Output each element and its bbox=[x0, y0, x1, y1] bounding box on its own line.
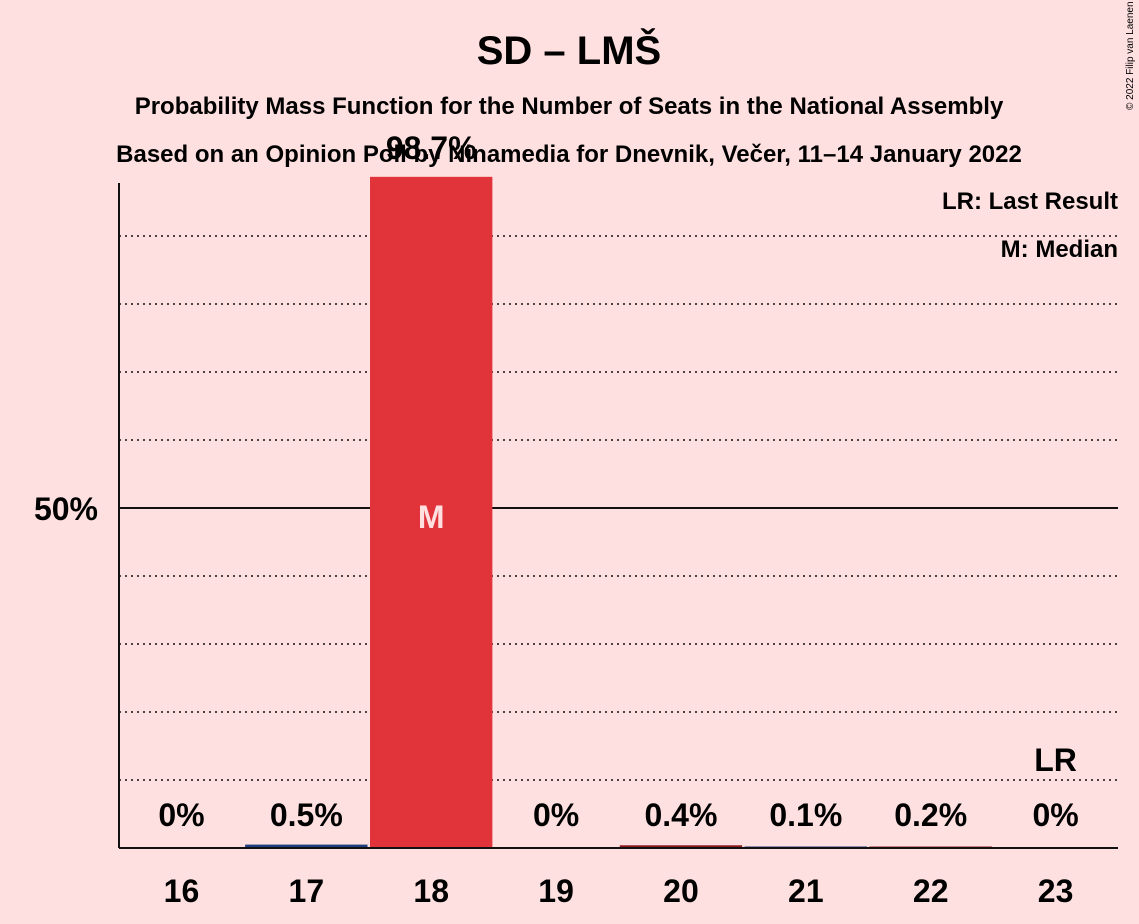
value-label-20: 0.4% bbox=[644, 797, 717, 833]
chart-subtitle: Probability Mass Function for the Number… bbox=[135, 93, 1004, 120]
copyright-note: © 2022 Filip van Laenen bbox=[1125, 1, 1136, 110]
last-result-marker: LR bbox=[1034, 742, 1077, 778]
median-marker: M bbox=[418, 499, 445, 535]
value-label-19: 0% bbox=[533, 797, 579, 833]
x-tick-21: 21 bbox=[788, 873, 824, 909]
bar-20 bbox=[619, 845, 743, 848]
value-label-23: 0% bbox=[1032, 797, 1078, 833]
x-tick-labels: 16 17 18 19 20 21 22 23 bbox=[164, 873, 1074, 909]
value-label-22: 0.2% bbox=[894, 797, 967, 833]
value-label-17: 0.5% bbox=[270, 797, 343, 833]
x-tick-20: 20 bbox=[663, 873, 699, 909]
legend-last-result: LR: Last Result bbox=[942, 188, 1118, 215]
chart-title: SD – LMŠ bbox=[477, 27, 661, 73]
bar-17 bbox=[245, 844, 368, 848]
value-label-16: 0% bbox=[158, 797, 204, 833]
legend-median: M: Median bbox=[1001, 236, 1118, 263]
x-tick-17: 17 bbox=[289, 873, 325, 909]
x-tick-18: 18 bbox=[413, 873, 449, 909]
y-tick-label: 50% bbox=[34, 491, 98, 527]
value-label-18: 98.7% bbox=[386, 130, 477, 166]
bars bbox=[245, 176, 992, 849]
x-tick-23: 23 bbox=[1038, 873, 1074, 909]
x-tick-22: 22 bbox=[913, 873, 949, 909]
x-tick-19: 19 bbox=[538, 873, 574, 909]
value-label-21: 0.1% bbox=[769, 797, 842, 833]
gridlines bbox=[119, 235, 1118, 781]
chart-source: Based on an Opinion Poll by Ninamedia fo… bbox=[116, 141, 1022, 168]
bar-18 bbox=[369, 176, 493, 849]
value-labels: 0% 0.5% 98.7% M 0% 0.4% 0.1% 0.2% 0% LR bbox=[158, 130, 1078, 833]
x-tick-16: 16 bbox=[164, 873, 200, 909]
